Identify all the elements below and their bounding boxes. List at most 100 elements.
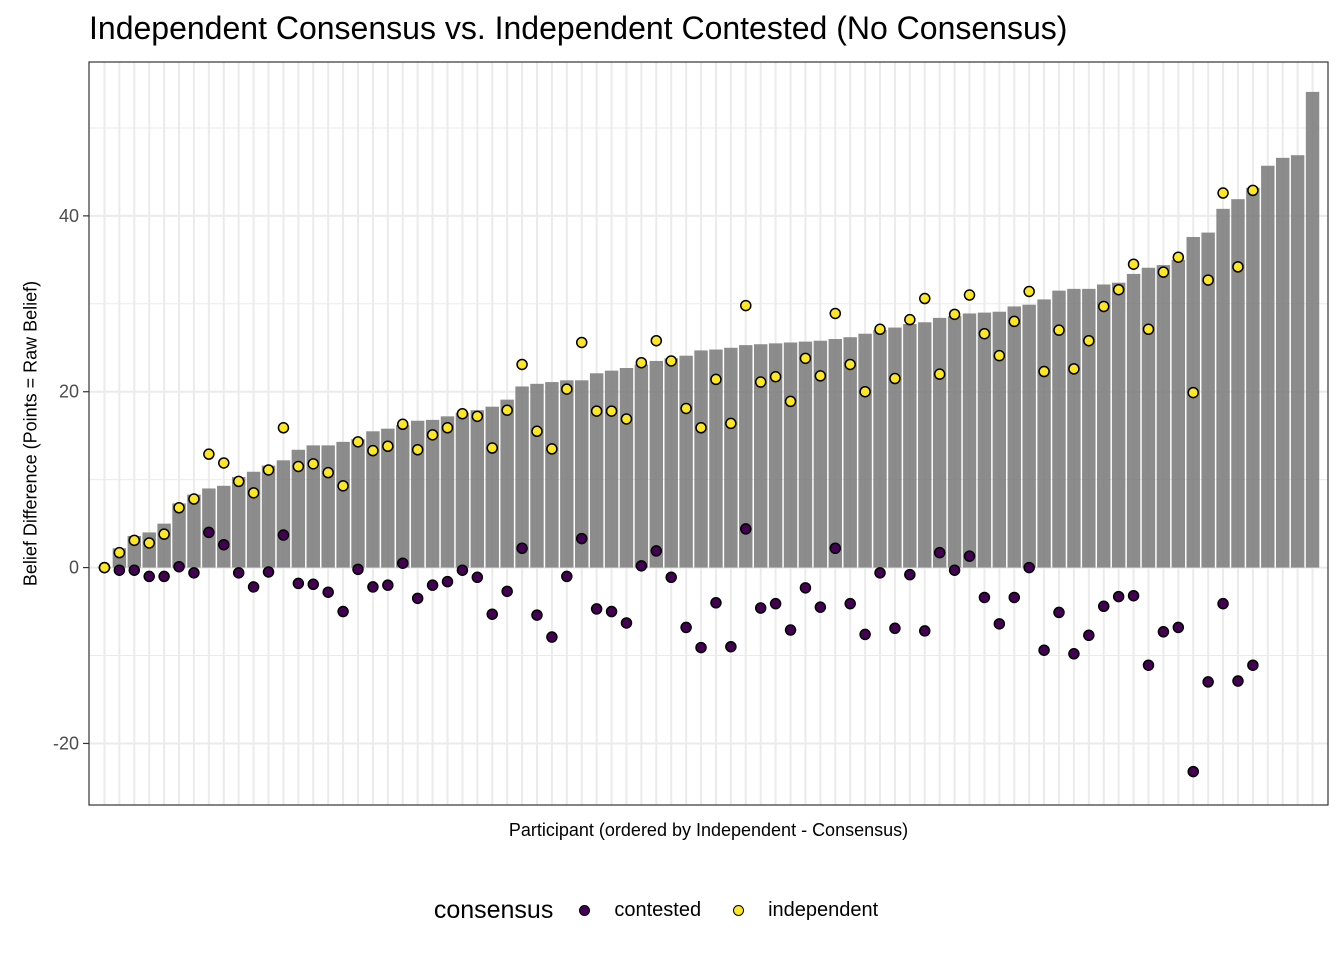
point-contested [352, 563, 364, 576]
x-axis-title: Participant (ordered by Independent - Co… [509, 820, 908, 840]
point-independent [948, 308, 961, 321]
legend-key-independent [733, 904, 745, 916]
point-independent [1083, 334, 1095, 347]
point-independent [531, 425, 543, 438]
bar [187, 494, 201, 568]
point-independent [933, 368, 946, 380]
point-contested [203, 526, 215, 539]
point-contested [814, 601, 827, 613]
point-contested [143, 570, 155, 583]
bar [515, 386, 529, 568]
point-independent [128, 534, 141, 547]
point-contested [292, 577, 305, 590]
point-independent [1142, 323, 1155, 336]
bar [366, 431, 380, 568]
point-contested [1053, 606, 1065, 619]
point-contested [1172, 621, 1185, 634]
bar [634, 364, 649, 568]
point-contested [471, 571, 484, 584]
legend-label-contested: contested [614, 898, 702, 921]
point-independent [769, 371, 782, 383]
bar [351, 439, 365, 568]
bar [1216, 208, 1230, 568]
point-contested [695, 641, 707, 654]
bar [1082, 288, 1096, 568]
point-contested [769, 597, 782, 610]
bar [172, 503, 186, 568]
point-contested [575, 532, 588, 545]
legend-title: consensus [433, 895, 554, 924]
point-contested [665, 571, 677, 584]
point-independent [367, 444, 379, 457]
point-independent [307, 458, 320, 470]
point-independent [978, 327, 991, 340]
point-contested [426, 579, 439, 591]
point-independent [844, 358, 856, 371]
point-contested [546, 631, 558, 643]
bar [768, 343, 783, 568]
bar [425, 419, 440, 568]
bar [231, 477, 246, 568]
y-axis-ticks: -20 0 20 40 [53, 206, 89, 753]
bar [381, 428, 395, 568]
point-independent [486, 442, 498, 454]
point-contested [531, 609, 543, 621]
point-independent [382, 440, 394, 452]
point-independent [352, 436, 364, 448]
bar [619, 367, 634, 568]
bar [1290, 155, 1305, 568]
bar [903, 324, 917, 568]
point-independent [1172, 251, 1185, 263]
point-independent [814, 370, 827, 382]
point-independent [605, 405, 618, 417]
point-independent [113, 546, 126, 559]
point-independent [426, 429, 439, 441]
point-independent [1097, 300, 1110, 313]
point-contested [128, 564, 141, 576]
point-independent [98, 561, 111, 574]
point-independent [1038, 365, 1050, 378]
point-contested [1217, 597, 1229, 610]
point-independent [650, 334, 663, 347]
bar [1067, 288, 1081, 568]
point-contested [605, 605, 618, 618]
bar [858, 333, 872, 568]
bar [1111, 282, 1126, 568]
point-independent [725, 417, 737, 430]
bar [724, 347, 738, 568]
point-independent [1068, 363, 1080, 375]
point-independent [397, 418, 409, 431]
point-independent [695, 422, 707, 434]
point-contested [561, 570, 573, 583]
chart-title: Independent Consensus vs. Independent Co… [89, 10, 1068, 46]
bar [947, 316, 962, 568]
point-contested [501, 585, 513, 598]
point-contested [1232, 675, 1244, 687]
bar [694, 350, 708, 568]
point-independent [546, 443, 558, 455]
point-contested [844, 597, 856, 610]
point-independent [456, 407, 469, 420]
point-independent [963, 289, 976, 301]
point-contested [620, 617, 633, 629]
point-independent [561, 383, 573, 395]
point-contested [784, 624, 797, 636]
bar [977, 312, 992, 568]
bar [798, 341, 813, 568]
point-contested [1008, 591, 1020, 604]
points [98, 184, 1259, 778]
point-independent [1187, 386, 1199, 399]
point-independent [889, 372, 901, 385]
point-independent [158, 528, 170, 540]
point-independent [516, 358, 528, 371]
bar [1126, 273, 1141, 568]
point-contested [232, 567, 245, 579]
bar [918, 322, 932, 568]
bar [709, 349, 723, 568]
point-contested [277, 529, 290, 541]
point-independent [575, 336, 588, 349]
point-independent [471, 410, 484, 423]
point-independent [218, 457, 230, 469]
point-independent [680, 402, 692, 415]
point-contested [367, 581, 379, 593]
